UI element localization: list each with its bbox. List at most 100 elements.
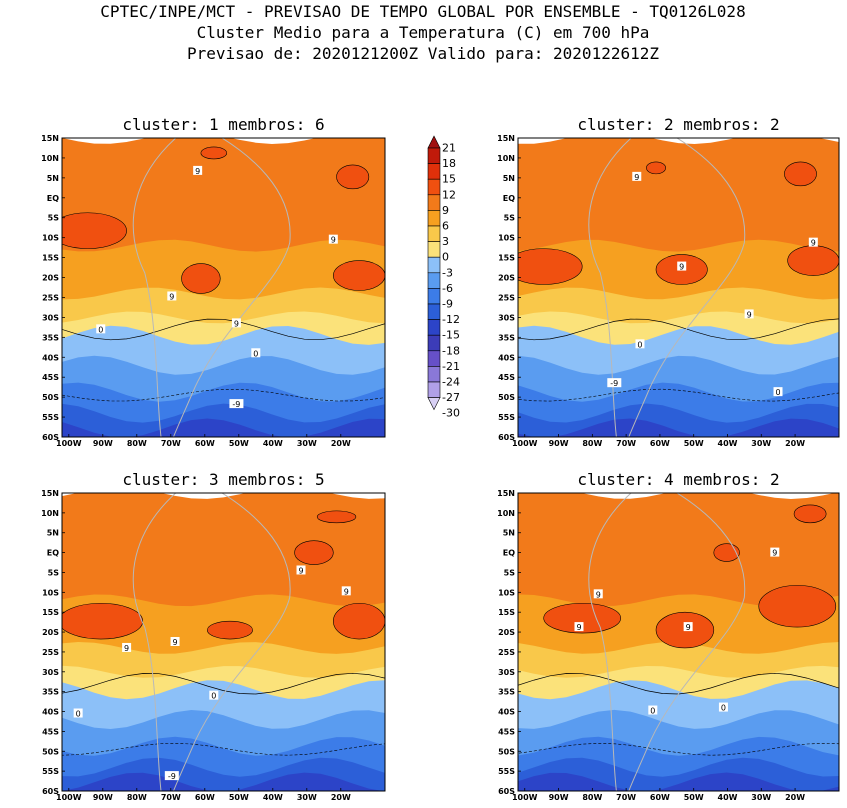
- contour-label-bg: [170, 637, 180, 646]
- colorbar-swatch: [427, 319, 441, 336]
- y-tick-label: 5S: [504, 214, 516, 223]
- x-tick-label: 90W: [549, 439, 569, 448]
- contour-label: 0: [650, 707, 655, 716]
- y-tick-label: 40S: [42, 708, 59, 717]
- contour-label: 9: [686, 623, 691, 632]
- colorbar-swatch: [427, 350, 441, 367]
- contour-label-bg: [167, 291, 177, 301]
- colorbar-swatch: [427, 241, 441, 258]
- colorbar-swatch: [427, 334, 441, 352]
- y-tick-label: 10S: [498, 588, 515, 597]
- panel-frame: [517, 492, 840, 792]
- colorbar-swatch: [427, 303, 441, 320]
- contour-label: 9: [576, 623, 581, 632]
- contour-label: 9: [173, 638, 178, 647]
- y-tick-label: EQ: [47, 194, 59, 203]
- y-tick-label: 50S: [42, 393, 59, 402]
- colorbar-swatch: [427, 147, 441, 164]
- y-tick-label: 35S: [42, 688, 59, 697]
- x-tick-label: 40W: [263, 793, 283, 802]
- y-tick-label: 15N: [497, 489, 515, 498]
- contour-label-bg: [593, 589, 603, 599]
- y-tick-label: 50S: [42, 747, 59, 756]
- colorbar-label: 15: [442, 173, 456, 186]
- contour-label-bg: [808, 237, 818, 247]
- contour-label: 9: [234, 319, 239, 328]
- contour-label-bg: [773, 387, 783, 397]
- contour-label-bg: [231, 318, 241, 328]
- x-tick-label: 70W: [161, 793, 181, 802]
- contour-label-bg: [770, 547, 780, 557]
- x-tick-label: 60W: [195, 439, 215, 448]
- y-tick-label: 45S: [498, 373, 515, 382]
- colorbar-label: -18: [442, 344, 460, 357]
- contour-label: 9: [195, 167, 200, 176]
- panel-field-4: [518, 493, 839, 791]
- contour-label: 0: [76, 710, 81, 719]
- y-tick-label: 5N: [47, 529, 59, 538]
- contour-label: 9: [596, 590, 601, 599]
- contour-label: 9: [772, 549, 777, 558]
- x-tick-label: 80W: [582, 793, 602, 802]
- y-tick-label: 15S: [42, 608, 59, 617]
- contour-label-bg: [209, 690, 219, 700]
- warm-core: [294, 540, 334, 565]
- contour-label: 0: [775, 388, 780, 397]
- y-tick-label: 10N: [41, 509, 59, 518]
- contour-label-bg: [341, 586, 351, 596]
- y-tick-label: 15S: [498, 254, 515, 263]
- y-tick-label: 5S: [504, 568, 516, 577]
- x-tick-label: 90W: [93, 793, 113, 802]
- y-tick-label: 35S: [42, 333, 59, 342]
- warm-core: [543, 602, 622, 634]
- warm-core: [713, 543, 740, 562]
- x-tick-label: 40W: [718, 439, 738, 448]
- y-tick-label: 20S: [498, 274, 515, 283]
- y-tick-label: 25S: [498, 293, 515, 302]
- y-tick-label: 20S: [498, 628, 515, 637]
- contour-label-bg: [96, 324, 106, 334]
- y-tick-label: 10N: [497, 154, 515, 163]
- colorbar-swatch: [427, 178, 441, 196]
- y-tick-label: 60S: [42, 787, 59, 796]
- panel-frame: [517, 137, 840, 438]
- y-tick-label: 55S: [42, 767, 59, 776]
- panel-1: cluster: 1 membros: 6 15N 10N 5N EQ 5S 10S 15S 2…: [41, 115, 386, 448]
- y-tick-label: 10S: [498, 234, 515, 243]
- contour-label: 9: [124, 644, 129, 653]
- colorbar-label: 12: [442, 188, 456, 201]
- y-tick-label: 50S: [498, 747, 515, 756]
- panel-4: cluster: 4 membros: 2 15N 10N 5N EQ 5S 10S 15S 2…: [497, 470, 840, 802]
- contour-label-bg: [635, 339, 645, 349]
- contour-label-bg: [328, 234, 338, 244]
- x-tick-label: 50W: [684, 439, 704, 448]
- x-tick-label: 80W: [127, 439, 147, 448]
- zero-contour: [518, 318, 839, 341]
- minus9-contour: [518, 388, 839, 402]
- x-tick-label: 40W: [263, 439, 283, 448]
- x-tick-label: 70W: [161, 439, 181, 448]
- contour-label: 9: [169, 292, 174, 301]
- field-band: [518, 418, 839, 437]
- x-tick-label: 100W: [56, 793, 82, 802]
- contour-label-bg: [744, 309, 754, 319]
- y-tick-label: 60S: [498, 787, 515, 796]
- contour-label: -9: [610, 379, 618, 388]
- y-tick-label: 30S: [498, 668, 515, 677]
- panel-title: cluster: 2 membros: 2: [577, 115, 779, 134]
- x-tick-label: 90W: [93, 439, 113, 448]
- y-tick-label: 25S: [42, 648, 59, 657]
- y-tick-label: 20S: [42, 628, 59, 637]
- contour-label-bg: [718, 702, 728, 712]
- warm-core: [793, 504, 827, 524]
- x-tick-label: 30W: [751, 439, 771, 448]
- y-tick-label: 5N: [47, 174, 59, 183]
- figure-title-line2: Cluster Medio para a Temperatura (C) em …: [197, 23, 650, 42]
- colorbar-swatch: [427, 366, 441, 383]
- x-tick-label: 80W: [582, 439, 602, 448]
- x-tick-label: 80W: [127, 793, 147, 802]
- contour-label-bg: [574, 622, 584, 632]
- panel-3: cluster: 3 membros: 5 15N 10N 5N EQ 5S 10S 15S 2…: [41, 470, 386, 802]
- y-tick-label: 15N: [497, 134, 515, 143]
